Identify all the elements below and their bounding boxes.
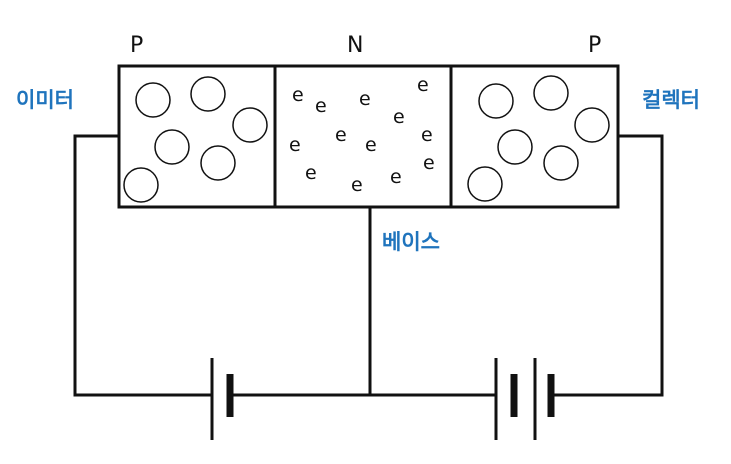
emitter-label: 이미터 (16, 88, 74, 112)
emitter-wire (73, 134, 212, 397)
electron: e (365, 134, 377, 156)
hole (478, 83, 514, 119)
collector-label: 컬렉터 (642, 88, 700, 112)
hole (467, 166, 503, 202)
electron: e (423, 152, 435, 174)
collector-wire (551, 134, 664, 397)
electron: e (390, 166, 402, 188)
battery-emitter-base (210, 358, 234, 440)
hole (533, 75, 569, 111)
electron: e (421, 124, 433, 146)
hole (200, 145, 236, 181)
hole (497, 129, 533, 165)
hole (574, 107, 610, 143)
electron: e (351, 174, 363, 196)
electron: e (292, 84, 304, 106)
electrons: e e e e e e e e e e e e e (289, 74, 435, 196)
electron: e (393, 106, 405, 128)
hole (543, 145, 579, 181)
electron: e (305, 162, 317, 184)
holes-left (123, 76, 268, 203)
holes-right (467, 75, 610, 202)
hole (232, 107, 268, 143)
circuit-wires (73, 134, 664, 397)
base-label: 베이스 (382, 230, 440, 254)
region-label-n: N (347, 33, 363, 58)
battery-collector (494, 358, 555, 440)
electron: e (289, 134, 301, 156)
hole (123, 167, 159, 203)
hole (190, 76, 226, 112)
electron: e (359, 88, 371, 110)
region-label-p-left: P (130, 33, 143, 58)
region-label-p-right: P (588, 33, 601, 58)
electron: e (315, 95, 327, 117)
hole (154, 129, 190, 165)
electron: e (335, 124, 347, 146)
hole (135, 82, 171, 118)
electron: e (417, 74, 429, 96)
